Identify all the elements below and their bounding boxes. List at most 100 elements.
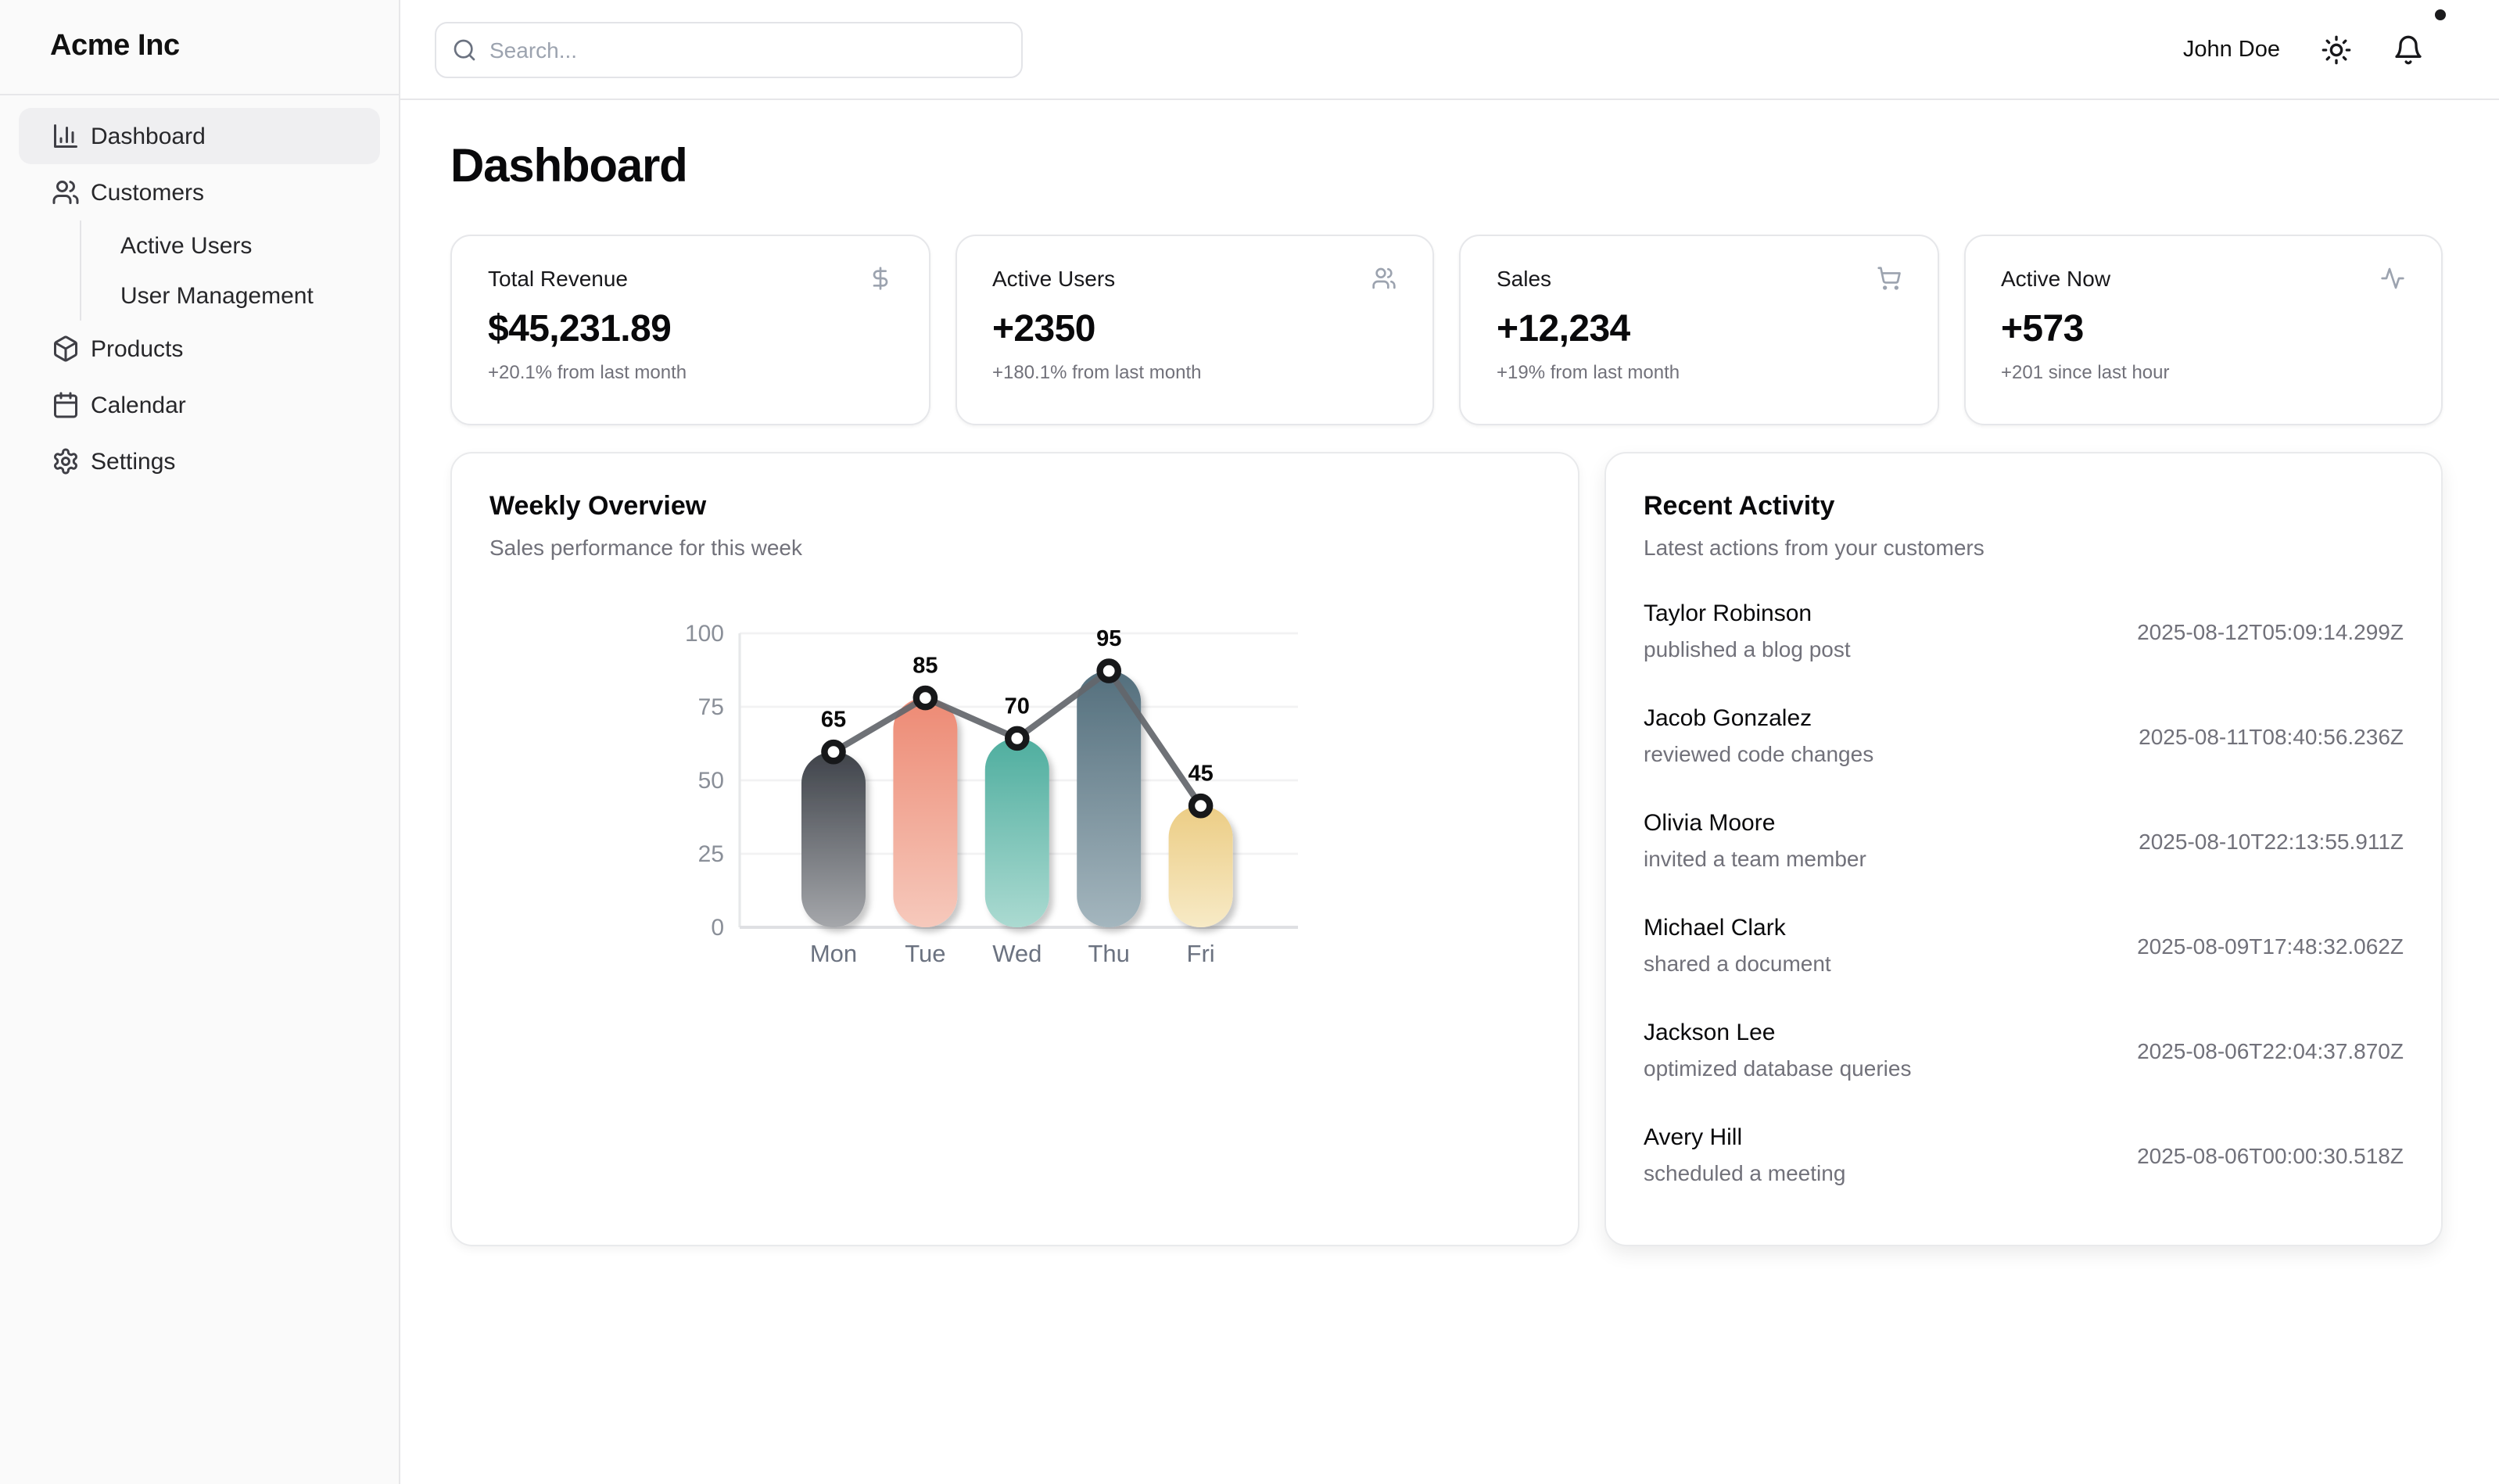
sidebar-item-active-users[interactable]: Active Users bbox=[108, 220, 380, 271]
recent-activity-card: Recent Activity Latest actions from your… bbox=[1604, 452, 2443, 1246]
svg-text:Wed: Wed bbox=[992, 940, 1042, 967]
activity-user-name: Jackson Lee bbox=[1644, 1020, 1776, 1046]
activity-timestamp: 2025-08-06T00:00:30.518Z bbox=[2137, 1142, 2404, 1167]
stat-note: +20.1% from last month bbox=[488, 361, 687, 383]
weekly-overview-card: Weekly Overview Sales performance for th… bbox=[450, 452, 1579, 1246]
weekly-overview-title: Weekly Overview bbox=[489, 491, 707, 521]
svg-text:85: 85 bbox=[912, 654, 938, 679]
stat-note: +19% from last month bbox=[1497, 361, 1680, 383]
stat-card-active-now: Active Now +573 +201 since last hour bbox=[1963, 235, 2443, 425]
activity-timestamp: 2025-08-10T22:13:55.911Z bbox=[2139, 828, 2404, 853]
activity-user-name: Olivia Moore bbox=[1644, 810, 1776, 837]
panels-row: Weekly Overview Sales performance for th… bbox=[450, 452, 2443, 1246]
svg-text:0: 0 bbox=[711, 915, 724, 941]
notifications-button[interactable] bbox=[2393, 9, 2446, 66]
calendar-icon bbox=[52, 391, 80, 419]
svg-text:70: 70 bbox=[1005, 694, 1030, 719]
activity-timestamp: 2025-08-12T05:09:14.299Z bbox=[2137, 618, 2404, 643]
stat-value: +2350 bbox=[992, 308, 1095, 350]
activity-user-name: Jacob Gonzalez bbox=[1644, 705, 1812, 732]
theme-toggle-button[interactable] bbox=[2321, 34, 2352, 66]
activity-timestamp: 2025-08-11T08:40:56.236Z bbox=[2139, 723, 2404, 748]
sidebar-item-settings[interactable]: Settings bbox=[19, 433, 380, 489]
stat-title: Total Revenue bbox=[488, 266, 629, 291]
weekly-sales-chart: 0 25 50 75 100 65 Mon 85 Tue 70 Wed 95 Thu 45 Fri bbox=[671, 610, 1328, 985]
cart-icon bbox=[1876, 266, 1901, 291]
svg-text:75: 75 bbox=[698, 694, 724, 720]
activity-row: Olivia Moore invited a team member 2025-… bbox=[1644, 810, 2404, 871]
sidebar-item-label: Dashboard bbox=[91, 123, 206, 149]
activity-user-name: Taylor Robinson bbox=[1644, 600, 1812, 627]
search-box bbox=[435, 22, 1023, 78]
svg-text:25: 25 bbox=[698, 841, 724, 867]
activity-action: scheduled a meeting bbox=[1644, 1160, 1846, 1185]
stat-note: +180.1% from last month bbox=[992, 361, 1202, 383]
activity-timestamp: 2025-08-06T22:04:37.870Z bbox=[2137, 1038, 2404, 1063]
stats-row: Total Revenue $45,231.89 +20.1% from las… bbox=[450, 235, 2443, 425]
topbar-actions: John Doe bbox=[2182, 0, 2446, 100]
sidebar-item-label: Calendar bbox=[91, 392, 186, 418]
sidebar-item-label: User Management bbox=[120, 282, 314, 309]
search-icon bbox=[452, 38, 477, 63]
sidebar-item-label: Customers bbox=[91, 179, 205, 206]
sidebar-item-dashboard[interactable]: Dashboard bbox=[19, 108, 380, 164]
svg-text:45: 45 bbox=[1188, 762, 1213, 787]
activity-row: Taylor Robinson published a blog post 20… bbox=[1644, 600, 2404, 661]
search-input[interactable] bbox=[489, 38, 1006, 63]
stat-title: Sales bbox=[1497, 266, 1552, 291]
stat-value: +573 bbox=[2001, 308, 2084, 350]
sidebar: Acme Inc Dashboard Customers Active User… bbox=[0, 0, 400, 1484]
svg-text:95: 95 bbox=[1096, 626, 1121, 651]
stat-title: Active Now bbox=[2001, 266, 2111, 291]
dollar-icon bbox=[867, 266, 892, 291]
bar-line-chart: 0 25 50 75 100 65 Mon 85 Tue 70 Wed 95 Thu 45 Fri bbox=[685, 621, 1298, 967]
sidebar-item-label: Active Users bbox=[120, 232, 253, 259]
activity-user-name: Michael Clark bbox=[1644, 915, 1786, 941]
bar-chart-icon bbox=[52, 122, 80, 150]
activity-action: shared a document bbox=[1644, 951, 1831, 976]
sun-icon bbox=[2321, 34, 2352, 66]
main-content: Dashboard Total Revenue $45,231.89 +20.1… bbox=[400, 100, 2499, 1484]
stat-card-active-users: Active Users +2350 +180.1% from last mon… bbox=[955, 235, 1434, 425]
stat-title: Active Users bbox=[992, 266, 1116, 291]
sidebar-item-customers[interactable]: Customers bbox=[19, 164, 380, 220]
activity-timestamp: 2025-08-09T17:48:32.062Z bbox=[2137, 933, 2404, 958]
recent-activity-subtitle: Latest actions from your customers bbox=[1644, 535, 1984, 560]
svg-text:65: 65 bbox=[821, 708, 846, 733]
brand-logo: Acme Inc bbox=[0, 0, 399, 95]
sidebar-nav: Dashboard Customers Active Users User Ma… bbox=[0, 95, 399, 489]
activity-action: published a blog post bbox=[1644, 636, 1851, 661]
svg-text:50: 50 bbox=[698, 768, 724, 794]
svg-text:Mon: Mon bbox=[810, 940, 857, 967]
svg-text:Tue: Tue bbox=[905, 940, 945, 967]
svg-text:100: 100 bbox=[685, 621, 724, 647]
activity-action: invited a team member bbox=[1644, 846, 1866, 871]
activity-user-name: Avery Hill bbox=[1644, 1124, 1743, 1151]
activity-icon bbox=[2380, 266, 2405, 291]
sidebar-item-products[interactable]: Products bbox=[19, 321, 380, 377]
activity-action: reviewed code changes bbox=[1644, 741, 1874, 766]
stat-note: +201 since last hour bbox=[2001, 361, 2170, 383]
users-icon bbox=[52, 178, 80, 206]
stat-value: $45,231.89 bbox=[488, 308, 672, 350]
activity-row: Jackson Lee optimized database queries 2… bbox=[1644, 1020, 2404, 1081]
page-title: Dashboard bbox=[450, 141, 688, 192]
sidebar-item-label: Settings bbox=[91, 448, 176, 475]
user-name: John Doe bbox=[2182, 38, 2280, 63]
stat-card-total-revenue: Total Revenue $45,231.89 +20.1% from las… bbox=[450, 235, 930, 425]
sidebar-item-user-management[interactable]: User Management bbox=[108, 271, 380, 321]
activity-list: Taylor Robinson published a blog post 20… bbox=[1644, 600, 2404, 1185]
bell-icon bbox=[2393, 34, 2424, 66]
package-icon bbox=[52, 335, 80, 363]
notification-dot bbox=[2435, 9, 2446, 20]
sidebar-item-calendar[interactable]: Calendar bbox=[19, 377, 380, 433]
recent-activity-title: Recent Activity bbox=[1644, 491, 1835, 521]
weekly-overview-subtitle: Sales performance for this week bbox=[489, 535, 802, 560]
sidebar-item-label: Products bbox=[91, 335, 184, 362]
sidebar-customers-sublist: Active Users User Management bbox=[80, 220, 380, 321]
activity-row: Jacob Gonzalez reviewed code changes 202… bbox=[1644, 705, 2404, 766]
activity-row: Michael Clark shared a document 2025-08-… bbox=[1644, 915, 2404, 976]
gear-icon bbox=[52, 447, 80, 475]
stat-value: +12,234 bbox=[1497, 308, 1630, 350]
